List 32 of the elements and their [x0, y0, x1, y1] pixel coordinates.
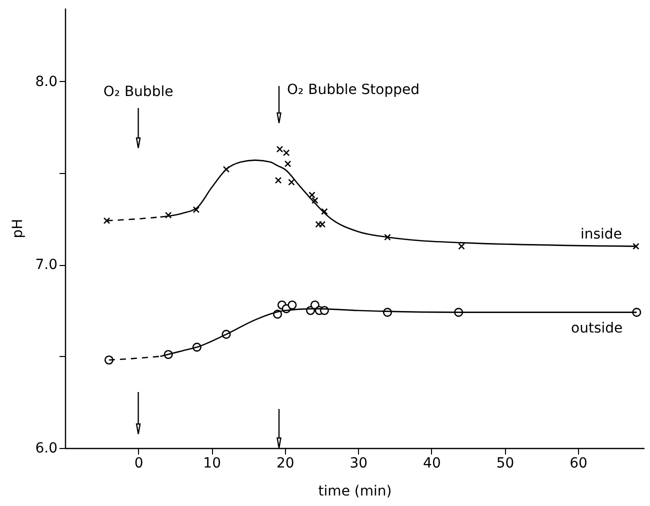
- x-tick-label: 30: [350, 456, 368, 472]
- x-tick-label: 20: [276, 456, 294, 472]
- ref-line-label: O₂ Bubble: [103, 84, 174, 100]
- series-label: outside: [571, 320, 623, 336]
- point: [315, 220, 322, 228]
- point: [276, 146, 284, 153]
- point: [274, 176, 282, 184]
- x-tick-label: 0: [134, 456, 144, 472]
- point: [164, 212, 172, 219]
- series-label: inside: [580, 226, 622, 242]
- y-tick-label: 6.0: [35, 440, 58, 456]
- point: [192, 206, 200, 214]
- y-tick-label: 7.0: [35, 257, 58, 274]
- y-tick-label: 8.0: [35, 74, 58, 90]
- point: [222, 166, 230, 173]
- point: [103, 217, 110, 224]
- point: [282, 149, 290, 156]
- x-axis-title: time (min): [318, 484, 392, 500]
- ref-line-label: O₂ Bubble Stopped: [287, 82, 420, 98]
- point: [288, 178, 295, 186]
- y-axis-title: pH: [10, 218, 26, 238]
- point: [288, 300, 297, 310]
- point: [318, 220, 326, 228]
- point: [384, 234, 391, 241]
- point: [284, 160, 292, 168]
- x-tick-label: 60: [570, 456, 588, 472]
- x-tick-label: 50: [496, 456, 514, 472]
- point: [458, 242, 465, 250]
- x-tick-label: 10: [203, 456, 221, 472]
- x-tick-label: 40: [423, 456, 441, 472]
- point: [632, 242, 640, 250]
- point: [321, 208, 328, 215]
